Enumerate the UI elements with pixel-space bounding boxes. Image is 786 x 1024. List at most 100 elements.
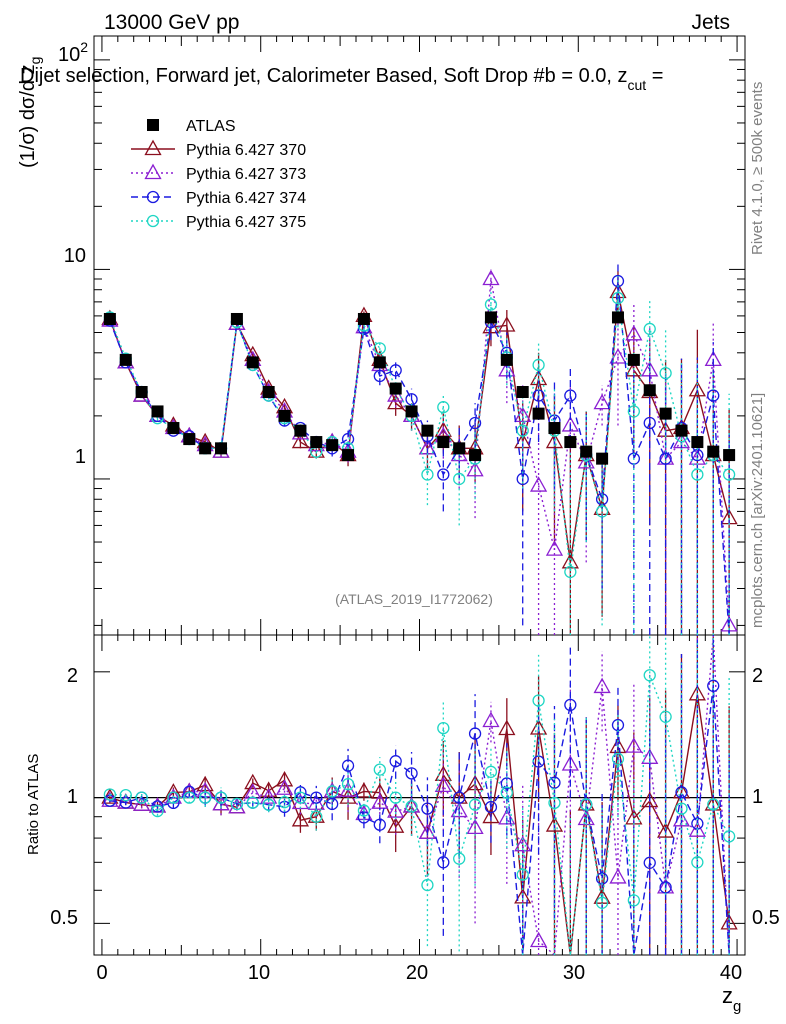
mc-point-main — [545, 540, 564, 556]
mc-point-ratio — [119, 789, 132, 802]
mc-point-ratio — [278, 796, 291, 809]
mc-point-ratio — [514, 888, 532, 904]
mc-point-main — [468, 416, 482, 430]
mc-series-line-main — [109, 291, 730, 563]
data-point-main — [199, 442, 212, 455]
data-point-main — [373, 356, 386, 369]
mc-point-ratio — [468, 727, 482, 740]
data-point-main — [564, 436, 577, 449]
mc-point-main — [498, 316, 516, 332]
mc-point-ratio — [310, 791, 323, 804]
mc-point-ratio — [230, 797, 244, 811]
y-axis-label-main: (1/σ) dσ/d zg — [17, 57, 43, 168]
mc-point-ratio — [341, 777, 355, 791]
mc-point-ratio — [484, 800, 498, 814]
data-point-main — [675, 424, 688, 437]
plot-layer — [93, 35, 746, 957]
mc-point-ratio — [103, 788, 117, 801]
x-axis-label-text: z — [722, 983, 733, 1008]
y-tick-main-top-base: 10 — [58, 44, 80, 66]
y-axis-label-main-text: (1/σ) dσ/d z — [17, 64, 39, 168]
mc-point-main — [627, 405, 641, 418]
data-point-main — [484, 311, 497, 324]
data-point-main — [723, 449, 736, 462]
legend-label: Pythia 6.427 375 — [186, 214, 306, 231]
mc-point-ratio — [260, 788, 278, 804]
mc-point-ratio — [466, 818, 484, 835]
mc-point-main — [437, 468, 450, 481]
mc-point-main — [577, 453, 595, 469]
mc-point-ratio — [310, 810, 323, 823]
y-axis-label-main-sub: g — [27, 57, 43, 65]
process-label: Jets — [691, 11, 730, 34]
x-tick-30: 30 — [563, 962, 585, 984]
y-tick-ratio-1: 1 — [67, 786, 78, 808]
mc-point-main — [643, 322, 656, 336]
energy-label: 13000 GeV pp — [104, 11, 239, 34]
data-point-main — [135, 385, 148, 398]
x-tick-10: 10 — [248, 962, 270, 984]
rivet-label: Rivet 4.1.0, ≥ 500k events — [749, 82, 766, 255]
mc-point-ratio — [421, 878, 434, 892]
mc-point-ratio — [643, 669, 656, 682]
mc-point-ratio — [482, 711, 500, 728]
plot-title-sub: cut — [628, 77, 647, 93]
legend-label: ATLAS — [186, 118, 236, 135]
mc-point-ratio — [228, 797, 246, 814]
data-point-main — [469, 449, 482, 462]
mc-point-main — [373, 342, 386, 355]
mc-point-ratio — [198, 791, 212, 804]
data-point-main — [532, 407, 545, 420]
mc-point-main — [564, 565, 577, 579]
mc-point-main — [421, 468, 434, 481]
mc-point-ratio — [659, 710, 672, 723]
mc-point-ratio — [532, 694, 545, 707]
mc-point-main — [532, 358, 545, 372]
y-axis-label-ratio: Ratio to ATLAS — [25, 754, 42, 855]
mc-point-ratio — [212, 794, 230, 811]
mc-point-ratio — [167, 791, 180, 804]
data-point-main — [707, 445, 720, 458]
mc-series-line-ratio — [109, 675, 730, 956]
data-point-main — [659, 407, 672, 420]
x-tick-20: 20 — [406, 962, 428, 984]
mc-point-main — [659, 366, 672, 380]
data-point-main — [183, 433, 196, 446]
mc-point-ratio — [707, 679, 720, 692]
y-tick-main-1: 1 — [75, 446, 86, 468]
data-point-main — [611, 311, 624, 324]
y-tick-ratio-05-right: 0.5 — [752, 907, 780, 929]
data-point-main — [548, 422, 561, 435]
mc-series-line-main — [109, 297, 730, 573]
mc-point-ratio — [450, 801, 468, 818]
data-point-main — [230, 312, 243, 325]
mc-point-main — [373, 369, 386, 383]
mc-point-ratio — [722, 830, 736, 843]
mc-point-ratio — [260, 781, 278, 797]
mc-point-ratio — [707, 798, 720, 811]
mc-point-ratio — [421, 802, 434, 815]
data-point-main — [389, 382, 402, 395]
data-point-main — [326, 439, 339, 452]
mc-point-main — [291, 432, 310, 449]
mc-point-ratio — [135, 791, 148, 804]
y-tick-main-top-exp: 2 — [80, 39, 88, 55]
mc-point-main — [595, 505, 609, 518]
data-point-main — [103, 312, 116, 325]
data-point-main — [294, 424, 307, 437]
legend-label: Pythia 6.427 373 — [186, 166, 306, 183]
mc-point-main — [529, 476, 548, 492]
mc-point-ratio — [498, 719, 516, 736]
mc-point-ratio — [595, 896, 609, 909]
data-point-main — [215, 442, 228, 455]
mc-point-ratio — [373, 763, 386, 776]
mc-point-ratio — [275, 779, 294, 795]
mc-point-main — [341, 432, 355, 446]
legend-marker — [146, 190, 160, 204]
mc-point-ratio — [643, 856, 656, 869]
data-point-main — [262, 385, 275, 398]
y-tick-ratio-05: 0.5 — [50, 907, 78, 929]
mc-point-ratio — [326, 797, 339, 811]
mc-point-main — [389, 364, 402, 377]
mc-point-ratio — [151, 804, 164, 818]
